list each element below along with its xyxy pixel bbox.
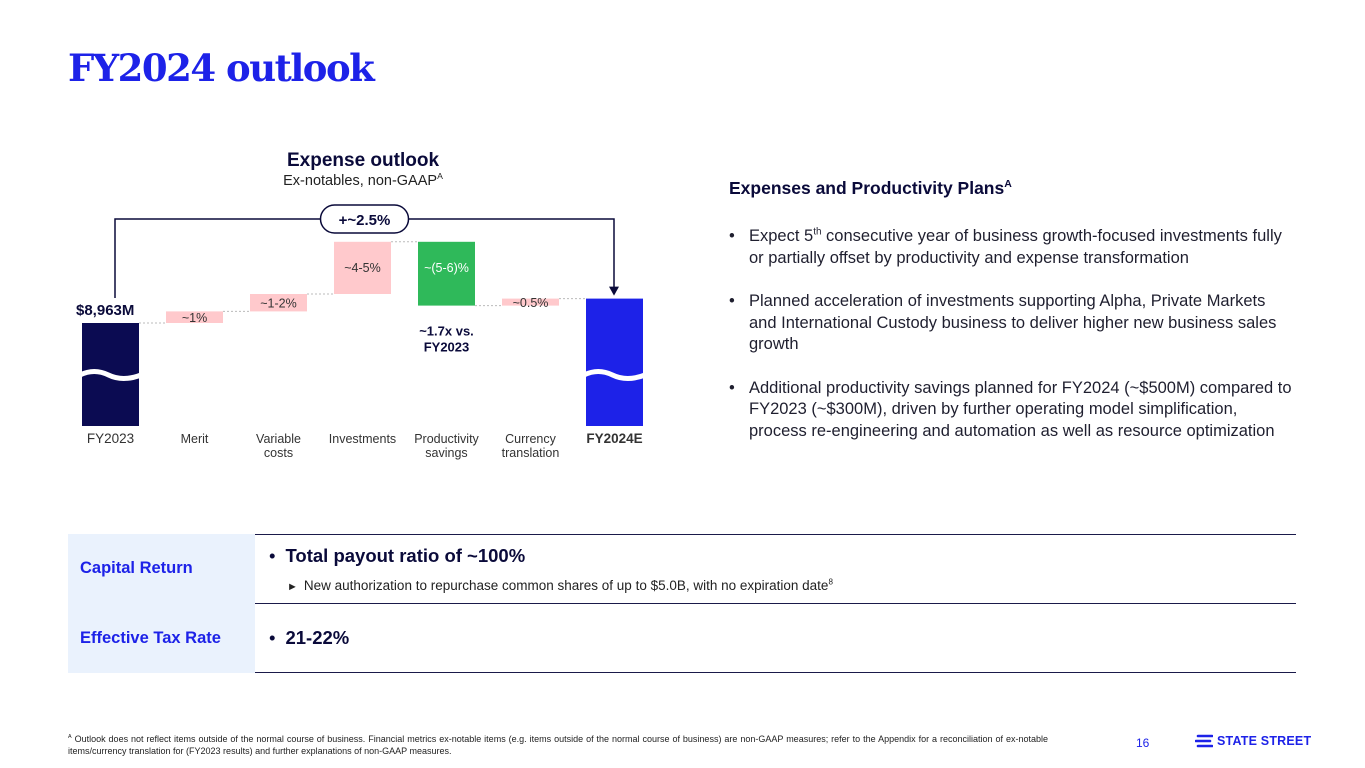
category-label: Currency	[505, 432, 556, 446]
bullet-item: Expect 5th consecutive year of business …	[729, 226, 1294, 269]
table-row-tax-rate: Effective Tax Rate • 21-22%	[68, 603, 1296, 673]
category-label: FY2024E	[586, 431, 642, 446]
expense-waterfall-chart: $8,963M ~1% ~1-2% ~4-5% ~(5-6)% ~0.5% ~1.7x vs…	[76, 204, 646, 460]
value-label: ~1%	[182, 311, 207, 325]
expense-bullet-list: Expect 5th consecutive year of business …	[729, 226, 1294, 464]
category-label: Variable	[256, 432, 301, 446]
category-label: savings	[425, 446, 467, 460]
total-change-label: +~2.5%	[339, 212, 391, 229]
total-change-pill	[319, 204, 410, 234]
value-label: ~4-5%	[344, 261, 380, 275]
page-title: FY2024 outlook	[68, 46, 375, 90]
logo-text: STATE STREET	[1217, 734, 1312, 748]
bar-5	[502, 298, 559, 306]
chart-subtitle: Ex-notables, non-GAAPA	[283, 171, 443, 189]
arrow-down-icon	[609, 286, 619, 296]
chart-title: Expense outlook	[286, 150, 440, 171]
bullet-item: Additional productivity savings planned …	[729, 378, 1294, 443]
annotation-label: FY2023	[424, 340, 470, 355]
table-row-capital-return: Capital Return • Total payout ratio of ~1…	[68, 534, 1296, 603]
axis-break-icon	[78, 369, 142, 381]
bar-4	[418, 241, 475, 306]
annotation-label: ~1.7x vs.	[419, 324, 474, 339]
footnote: A Outlook does not reflect items outside…	[68, 734, 1048, 756]
category-label: Investments	[329, 432, 396, 446]
bar-1	[166, 311, 223, 323]
bullet-item: Planned acceleration of investments supp…	[729, 291, 1294, 356]
category-label: translation	[502, 446, 560, 460]
axis-break-icon	[582, 369, 646, 381]
arrow-right-icon: ►	[287, 581, 298, 593]
value-label: ~0.5%	[513, 296, 549, 310]
tax-rate-label: Effective Tax Rate	[68, 603, 255, 673]
repurchase-authorization-text: ► New authorization to repurchase common …	[287, 577, 833, 593]
state-street-logo-icon	[1195, 734, 1213, 748]
category-label: costs	[264, 446, 293, 460]
right-panel-title: Expenses and Productivity PlansA	[729, 178, 1012, 198]
category-label: Merit	[181, 432, 209, 446]
state-street-logo: STATE STREET	[1195, 734, 1311, 748]
value-label: $8,963M	[76, 302, 134, 319]
category-label: Productivity	[414, 432, 479, 446]
bar-3	[334, 241, 391, 294]
page-number: 16	[1136, 736, 1150, 750]
value-label: ~(5-6)%	[424, 261, 469, 275]
bar-6	[586, 298, 643, 426]
tax-rate-value: • 21-22%	[269, 627, 350, 648]
bar-2	[250, 294, 307, 312]
category-label: FY2023	[87, 431, 134, 446]
capital-return-label: Capital Return	[68, 534, 255, 603]
outlook-table: Capital Return • Total payout ratio of ~1…	[68, 534, 1296, 673]
value-label: ~1-2%	[260, 297, 296, 311]
payout-ratio-text: • Total payout ratio of ~100%	[269, 545, 526, 566]
